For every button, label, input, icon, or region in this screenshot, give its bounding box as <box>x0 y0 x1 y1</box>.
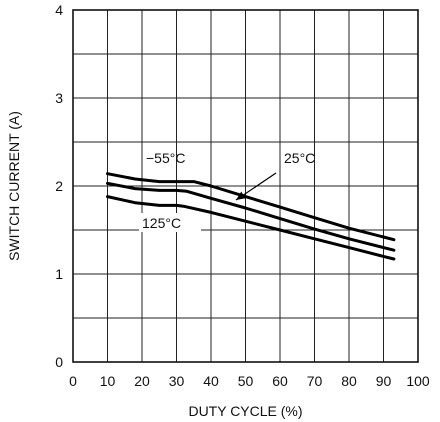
grid <box>73 10 418 362</box>
curve-label: −55°C <box>146 150 185 166</box>
series-line-2 <box>106 195 396 261</box>
x-tick-label: 10 <box>100 373 116 389</box>
annotation-background <box>139 213 201 232</box>
y-tick-label: 4 <box>55 2 63 18</box>
plot-frame <box>72 9 419 363</box>
x-tick-label: 50 <box>238 373 254 389</box>
x-tick-label: 30 <box>169 373 185 389</box>
x-tick-label: 0 <box>69 373 77 389</box>
series-lines <box>106 172 396 261</box>
annotations: −55°C 25°C 125°C <box>139 150 315 232</box>
series-line-1 <box>106 181 396 252</box>
x-tick-label: 80 <box>341 373 357 389</box>
x-tick-label: 70 <box>307 373 323 389</box>
curve-label: 125°C <box>142 215 181 231</box>
annotation-arrowhead <box>236 191 246 200</box>
series-line-0 <box>106 172 396 242</box>
y-tick-label: 0 <box>55 354 63 370</box>
x-axis-title: DUTY CYCLE (%) <box>188 403 302 419</box>
y-tick-label: 1 <box>55 266 63 282</box>
x-tick-labels: 0 10 20 30 40 50 60 70 80 90 100 <box>69 373 430 389</box>
x-tick-label: 60 <box>272 373 288 389</box>
x-tick-label: 20 <box>134 373 150 389</box>
y-tick-label: 2 <box>55 178 63 194</box>
y-axis-title: SWITCH CURRENT (A) <box>6 111 22 261</box>
curve-label: 25°C <box>284 150 315 166</box>
x-tick-label: 90 <box>376 373 392 389</box>
x-tick-label: 40 <box>203 373 219 389</box>
y-tick-labels: 0 1 2 3 4 <box>55 2 63 370</box>
y-tick-label: 3 <box>55 90 63 106</box>
x-tick-label: 100 <box>406 373 430 389</box>
